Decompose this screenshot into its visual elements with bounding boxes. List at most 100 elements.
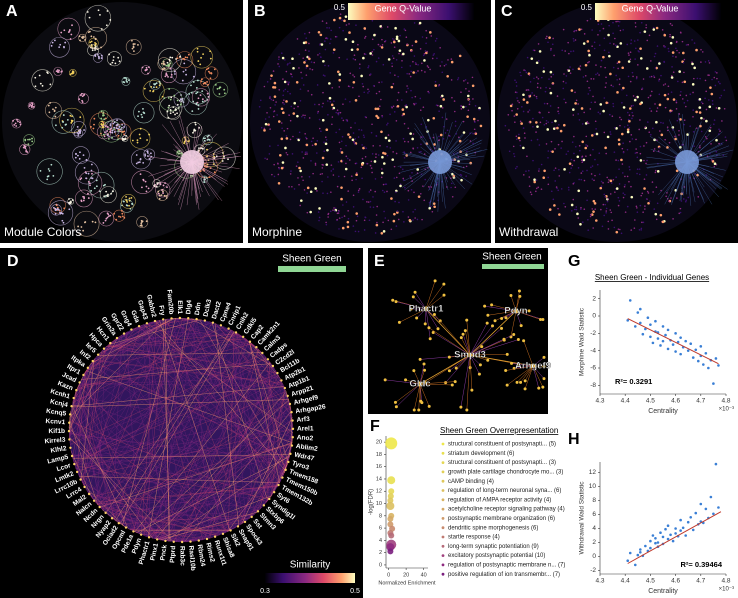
- point: [639, 308, 642, 311]
- gene-dot: [711, 93, 714, 96]
- gene-node: [251, 516, 253, 518]
- gene-dot: [350, 127, 352, 129]
- gene-dot: [586, 170, 588, 172]
- gene-dot: [131, 197, 133, 199]
- gene-dot: [107, 128, 109, 130]
- gene-dot: [413, 192, 415, 194]
- gene-dot: [433, 205, 436, 208]
- gene-dot: [516, 97, 518, 99]
- gene-dot: [424, 53, 426, 55]
- gene-dot: [592, 210, 595, 213]
- gene-dot: [430, 186, 432, 188]
- gene-node: [404, 378, 407, 381]
- gene-dot: [624, 184, 626, 186]
- point: [629, 299, 632, 302]
- gene-dot: [314, 104, 316, 106]
- gene-dot: [518, 134, 520, 136]
- gene-dot: [683, 62, 685, 64]
- gene-node: [524, 379, 527, 382]
- gene-dot: [557, 111, 559, 113]
- gene-dot: [463, 131, 466, 134]
- gene-dot: [101, 57, 103, 59]
- gene-dot: [282, 111, 285, 114]
- gene-dot: [265, 118, 267, 120]
- gene-dot: [60, 71, 62, 73]
- gene-dot: [166, 74, 168, 76]
- gene-dot: [148, 158, 150, 160]
- gene-dot: [571, 89, 574, 92]
- gene-dot: [330, 38, 332, 40]
- gene-dot: [146, 220, 148, 222]
- gene-dot: [637, 211, 639, 213]
- gene-dot: [621, 89, 623, 91]
- gene-dot: [630, 196, 633, 199]
- gene-node: [434, 279, 437, 282]
- gene-dot: [599, 44, 601, 46]
- gene-dot: [526, 89, 528, 91]
- gene-dot: [327, 193, 329, 195]
- gene-dot: [68, 198, 70, 200]
- gene-dot: [197, 80, 199, 82]
- gene-dot: [466, 115, 469, 118]
- gene-dot: [675, 47, 677, 49]
- gene-dot: [632, 115, 634, 117]
- gene-dot: [709, 86, 712, 89]
- gene-node: [257, 510, 259, 512]
- gene-dot: [410, 90, 412, 92]
- gene-dot: [297, 106, 299, 108]
- gene-node: [486, 359, 489, 362]
- gene-dot: [92, 49, 94, 51]
- panel-letter: H: [568, 431, 580, 448]
- gene-dot: [338, 114, 340, 116]
- gene-dot: [162, 191, 164, 193]
- gene-dot: [323, 142, 325, 144]
- gene-dot: [454, 100, 456, 102]
- gene-dot: [397, 105, 400, 108]
- gene-dot: [540, 122, 542, 124]
- gene-dot: [69, 115, 71, 117]
- gene-dot: [397, 76, 399, 78]
- gene-dot: [550, 151, 552, 153]
- gene-dot: [714, 162, 717, 165]
- gene-dot: [583, 76, 585, 78]
- gene-dot: [402, 168, 404, 170]
- gene-dot: [275, 101, 277, 103]
- colorbar-title: Gene Q-Value: [375, 3, 432, 13]
- gene-dot: [111, 132, 113, 134]
- gene-dot: [417, 147, 419, 149]
- gene-dot: [460, 91, 462, 93]
- gene-dot: [550, 92, 553, 95]
- point: [672, 540, 675, 543]
- panel-letter: E: [374, 253, 385, 270]
- gene-dot: [605, 212, 607, 214]
- gene-dot: [165, 72, 167, 74]
- point: [642, 333, 645, 336]
- y-tick-label: 20: [376, 440, 382, 446]
- gene-dot: [301, 116, 303, 118]
- point: [639, 548, 642, 551]
- gene-dot: [639, 229, 641, 231]
- gene-dot: [541, 188, 543, 190]
- gene-dot: [618, 61, 621, 64]
- gene-dot: [655, 121, 658, 124]
- gene-dot: [705, 61, 707, 63]
- gene-dot: [680, 31, 682, 33]
- gene-dot: [382, 190, 384, 192]
- gene-node: [464, 329, 467, 332]
- gene-dot: [363, 134, 365, 136]
- gene-dot: [683, 80, 686, 83]
- gene-dot: [550, 71, 553, 74]
- gene-dot: [424, 179, 426, 181]
- gene-dot: [603, 215, 605, 217]
- gene-dot: [362, 57, 365, 60]
- gene-node: [443, 294, 446, 297]
- gene-dot: [550, 50, 552, 52]
- gene-dot: [549, 88, 551, 90]
- gene-dot: [396, 225, 398, 227]
- gene-dot: [273, 70, 275, 72]
- gene-dot: [162, 96, 164, 98]
- gene-node: [179, 317, 181, 319]
- gene-dot: [466, 166, 468, 168]
- panel-caption: Module Colors: [4, 225, 81, 239]
- gene-dot: [677, 120, 679, 122]
